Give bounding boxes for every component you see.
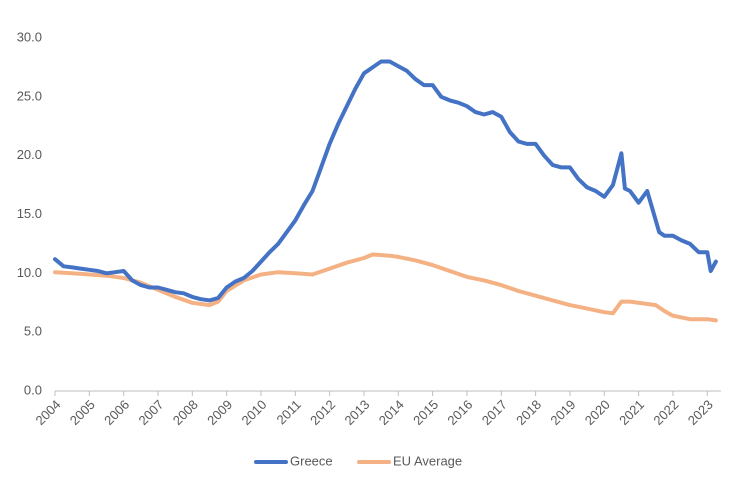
y-tick-label: 10.0 [17, 265, 42, 280]
x-tick-label: 2023 [685, 397, 716, 428]
x-tick-label: 2010 [238, 397, 269, 428]
x-tick-label: 2007 [135, 397, 166, 428]
y-tick-label: 20.0 [17, 147, 42, 162]
x-tick-label: 2022 [650, 397, 681, 428]
y-tick-label: 5.0 [24, 324, 42, 339]
x-tick-label: 2019 [547, 397, 578, 428]
x-tick-label: 2021 [616, 397, 647, 428]
x-tick-label: 2013 [341, 397, 372, 428]
y-tick-label: 0.0 [24, 382, 42, 397]
x-tick-label: 2015 [410, 397, 441, 428]
y-tick-label: 25.0 [17, 88, 42, 103]
x-tick-label: 2020 [582, 397, 613, 428]
legend-label: Greece [290, 453, 333, 468]
x-tick-label: 2004 [32, 397, 63, 428]
x-tick-label: 2014 [376, 397, 407, 428]
x-tick-label: 2018 [513, 397, 544, 428]
x-tick-label: 2012 [307, 397, 338, 428]
legend-label: EU Average [393, 453, 462, 468]
x-tick-label: 2009 [204, 397, 235, 428]
x-tick-label: 2006 [101, 397, 132, 428]
y-tick-label: 15.0 [17, 206, 42, 221]
series-line [53, 252, 718, 323]
y-tick-label: 30.0 [17, 29, 42, 44]
x-tick-label: 2011 [273, 397, 303, 427]
x-tick-label: 2008 [170, 397, 201, 428]
x-tick-label: 2005 [67, 397, 98, 428]
x-tick-label: 2017 [479, 397, 510, 428]
x-tick-label: 2016 [444, 397, 475, 428]
series-line [53, 59, 718, 303]
